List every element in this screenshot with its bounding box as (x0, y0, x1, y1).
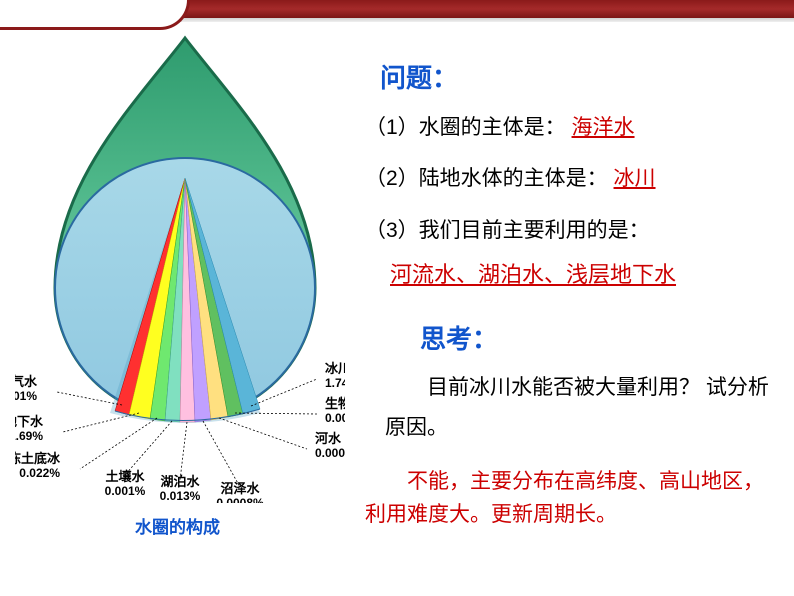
wedge-pct-perm: 0.022% (19, 466, 60, 480)
question-2: （2）陆地水体的主体是： 冰川 (355, 164, 769, 193)
think-title: 思考： (355, 319, 769, 356)
q3-prompt: （3）我们目前主要利用的是： (365, 219, 650, 242)
q2-answer: 冰川 (614, 167, 656, 190)
wedge-pct-lake: 0.013% (160, 489, 201, 503)
hydrosphere-diagram: 海洋水 96.53% 大气水0.001%地下水1.69%永冻土底 (15, 33, 345, 503)
questions-title: 问题： (355, 58, 769, 95)
q1-prompt: （1）水圈的主体是： (365, 116, 566, 139)
question-1: （1）水圈的主体是： 海洋水 (355, 113, 769, 142)
question-3: （3）我们目前主要利用的是： (355, 216, 769, 245)
wedge-label-glac: 冰川 (325, 361, 345, 376)
wedge-pct-swamp: 0.0008% (216, 496, 264, 503)
q1-answer: 海洋水 (572, 116, 635, 139)
wedge-pct-gw: 1.69% (15, 429, 43, 443)
text-panel: 问题： （1）水圈的主体是： 海洋水 （2）陆地水体的主体是： 冰川 （3）我们… (355, 18, 794, 596)
wedge-label-soil: 土壤水 (105, 469, 145, 484)
content-area: 海洋水 96.53% 大气水0.001%地下水1.69%永冻土底 (0, 18, 794, 596)
wedge-label-gw: 地下水 (15, 414, 44, 429)
wedge-label-atm: 大气水 (15, 374, 38, 389)
diagram-panel: 海洋水 96.53% 大气水0.001%地下水1.69%永冻土底 (0, 18, 355, 596)
wedge-label-lake: 湖泊水 (160, 474, 200, 489)
wedge-label-river: 河水 (315, 431, 342, 446)
q3-answer: 河流水、湖泊水、浅层地下水 (355, 257, 769, 289)
diagram-caption: 水圈的构成 (0, 513, 355, 538)
wedge-label-perm: 永冻土底冰 (15, 451, 61, 466)
wedge-pct-soil: 0.001% (105, 484, 146, 498)
wedge-label-bio: 生物水 (325, 396, 345, 411)
think-body: 目前冰川水能否被大量利用？ 试分析原因。 (355, 368, 769, 448)
wedge-label-swamp: 沼泽水 (220, 481, 260, 496)
wedge-pct-glac: 1.74% (325, 376, 345, 390)
think-answer: 不能，主要分布在高纬度、高山地区，利用难度大。更新周期长。 (355, 466, 769, 531)
wedge-pct-atm: 0.001% (15, 389, 37, 403)
wedge-pct-river: 0.0002% (315, 446, 345, 460)
wedge-pct-bio: 0.0001% (325, 411, 345, 425)
q2-prompt: （2）陆地水体的主体是： (365, 167, 608, 190)
